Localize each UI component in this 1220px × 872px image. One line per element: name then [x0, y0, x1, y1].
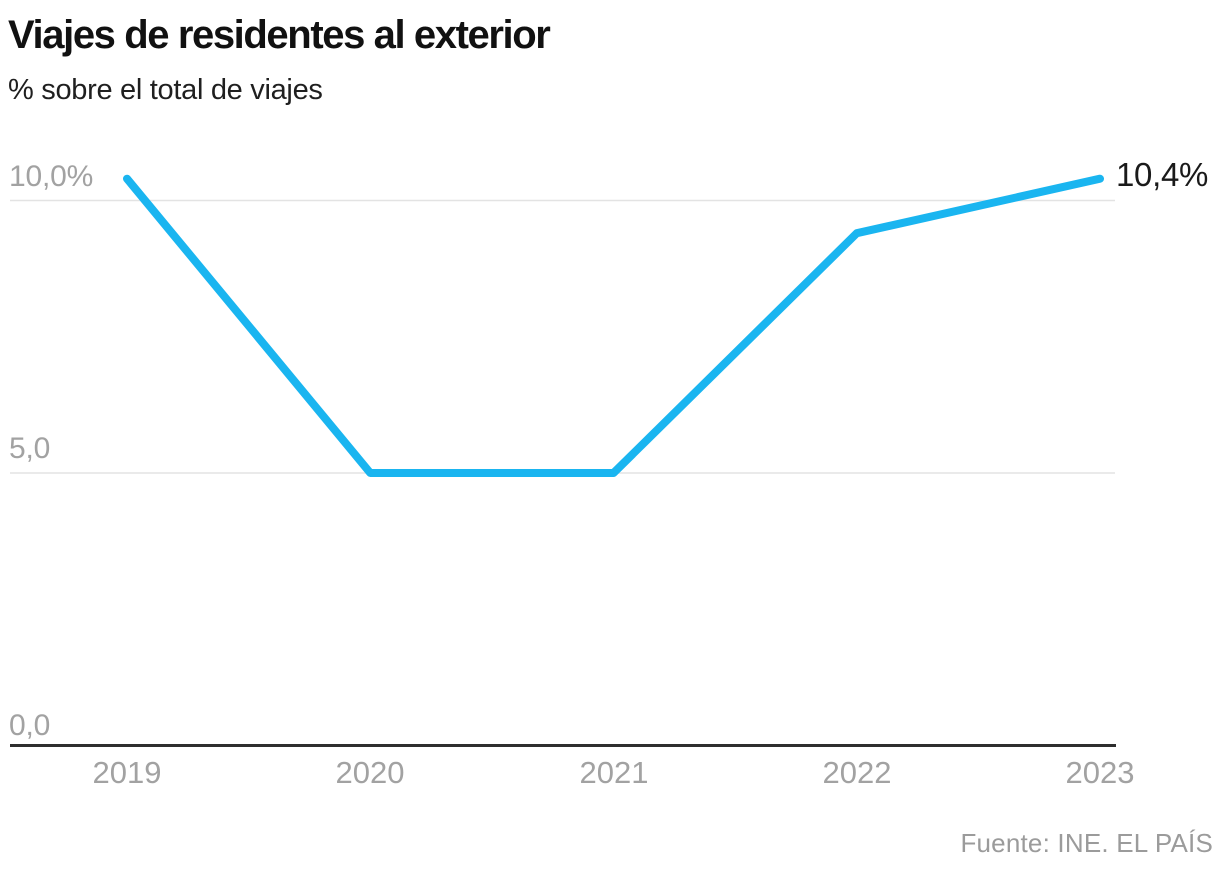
chart-subtitle: % sobre el total de viajes — [8, 74, 323, 106]
x-tick-label-2021: 2021 — [579, 755, 649, 790]
chart-title: Viajes de residentes al exterior — [8, 13, 551, 57]
x-tick-label-2022: 2022 — [822, 755, 892, 790]
x-tick-label-2019: 2019 — [92, 755, 162, 790]
x-tick-label-2020: 2020 — [335, 755, 405, 790]
y-tick-label-5: 5,0 — [9, 432, 51, 465]
x-tick-label-2023: 2023 — [1065, 755, 1135, 790]
y-tick-label-10: 10,0% — [9, 160, 94, 193]
y-tick-label-0: 0,0 — [9, 709, 51, 742]
source-credit: Fuente: INE. EL PAÍS — [960, 828, 1213, 858]
last-value-annotation: 10,4% — [1116, 156, 1209, 193]
data-line-series — [123, 174, 1104, 477]
